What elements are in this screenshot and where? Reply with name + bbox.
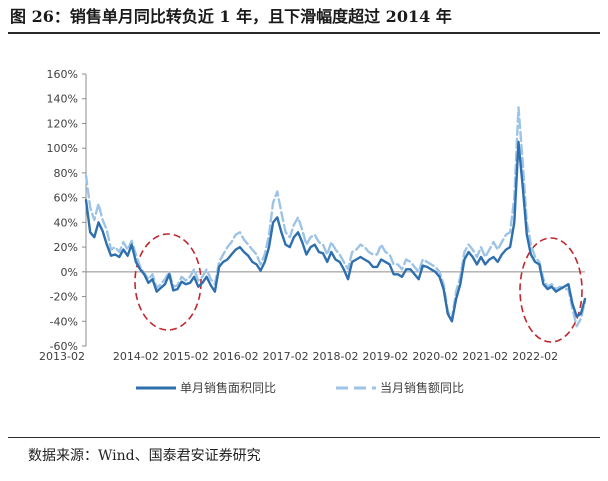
line-chart: 160% 140% 120% 100% 80% 60% 40% 20% 0% -20% -40% -6… [39,68,587,395]
y-tick-label: 0% [61,266,78,279]
x-tick-label: 2017-02 [263,350,309,363]
x-tick-label: 2019-02 [362,350,408,363]
annotation-ellipse-2014 [134,233,202,331]
legend-label-area: 单月销售面积同比 [180,380,276,395]
source-divider [8,437,600,438]
y-tick-label: -40% [50,315,78,328]
series-area-line [84,140,587,323]
annotation-ellipse-2022 [519,237,583,343]
y-tick-label: 140% [47,93,78,106]
x-tick-label: 2013-02 [39,350,85,363]
y-axis: 160% 140% 120% 100% 80% 60% 40% 20% 0% -20% -40% -6… [47,68,87,353]
y-tick-label: 80% [54,167,78,180]
page-title: 图 26：销售单月同比转负近 1 年，且下滑幅度超过 2014 年 [10,7,452,26]
x-tick-label: 2021-02 [462,350,508,363]
annotation-ellipses [134,233,583,343]
x-tick-label: 2020-02 [412,350,458,363]
x-tick-label: 2022-02 [512,350,558,363]
series-amount-line [84,106,587,328]
y-tick-label: 40% [54,216,78,229]
y-tick-label: 160% [47,68,78,81]
series-layer [84,106,587,328]
y-tick-label: 20% [54,241,78,254]
title-divider [8,32,600,34]
x-tick-label: 2016-02 [213,350,259,363]
x-tick-label: 2014-02 [113,350,159,363]
x-axis: 2013-02 2014-02 2015-02 2016-02 2017-02 2018-… [39,271,585,363]
x-tick-label: 2015-02 [163,350,209,363]
source-note: 数据来源：Wind、国泰君安证券研究 [28,448,261,464]
y-tick-label: 100% [47,142,78,155]
legend-label-amount: 当月销售额同比 [380,380,464,395]
y-tick-label: 120% [47,117,78,130]
legend: 单月销售面积同比 当月销售额同比 [136,380,464,395]
x-tick-label: 2018-02 [313,350,359,363]
y-tick-label: -20% [50,291,78,304]
y-tick-label: 60% [54,192,78,205]
y-tick-label: -60% [50,340,78,353]
